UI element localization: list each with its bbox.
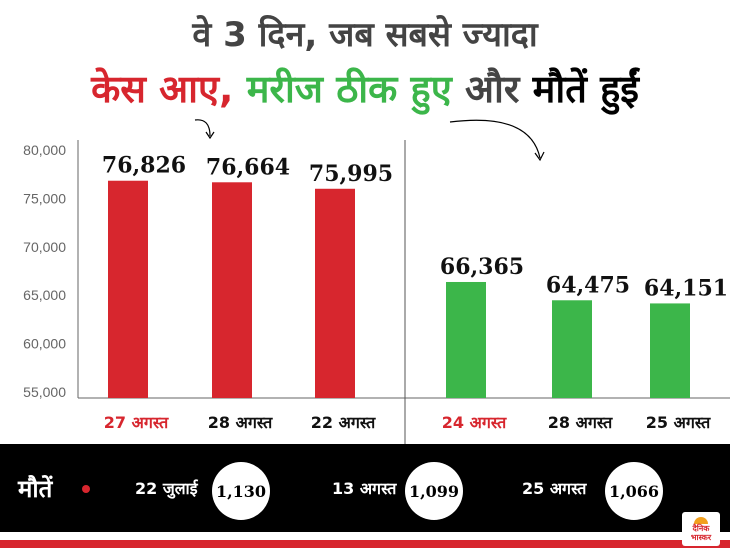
death-value-3: 1,066 xyxy=(605,462,663,520)
bar xyxy=(212,182,252,398)
death-value-2: 1,099 xyxy=(405,462,463,520)
bar xyxy=(650,303,690,398)
chart-title-line1: वे 3 दिन, जब सबसे ज्यादा xyxy=(192,15,538,55)
chart-title-line2: केस आए, मरीज ठीक हुए और मौतें हुईं xyxy=(0,62,730,114)
x-category-label: 27 अगस्त xyxy=(104,413,169,432)
x-category-label: 28 अगस्त xyxy=(208,413,273,432)
bar-value-label: 76,664 xyxy=(206,154,290,180)
bar-value-label: 64,151 xyxy=(644,275,728,301)
death-date-2: 13 अगस्त xyxy=(332,479,397,498)
title-deaths: मौतें हुईं xyxy=(532,67,639,111)
y-tick-label: 55,000 xyxy=(23,384,66,400)
bar xyxy=(315,188,355,398)
y-tick-label: 80,000 xyxy=(23,142,66,158)
bottom-accent-bar xyxy=(0,540,730,548)
dainik-bhaskar-logo: दैनिक भास्कर xyxy=(682,512,720,546)
y-tick-label: 70,000 xyxy=(23,239,66,255)
logo-text: दैनिक भास्कर xyxy=(690,523,712,542)
bar-value-label: 64,475 xyxy=(546,272,630,298)
death-value-1: 1,130 xyxy=(212,462,270,520)
x-category-label: 28 अगस्त xyxy=(548,413,613,432)
y-tick-label: 60,000 xyxy=(23,336,66,352)
bar-value-label: 75,995 xyxy=(309,161,393,187)
bar xyxy=(552,300,592,398)
bar-value-label: 66,365 xyxy=(440,254,524,280)
bar-value-label: 76,826 xyxy=(102,153,186,179)
arrow-recovered-icon xyxy=(449,119,541,159)
x-category-label: 25 अगस्त xyxy=(646,413,711,432)
y-tick-label: 65,000 xyxy=(23,287,66,303)
x-category-label: 22 अगस्त xyxy=(311,413,376,432)
arrow-cases-icon xyxy=(194,119,211,137)
title-recovered: मरीज ठीक हुए xyxy=(246,67,452,111)
bullet-icon xyxy=(82,485,90,493)
arrow-recovered-head-icon xyxy=(534,151,545,162)
death-date-1: 22 जुलाई xyxy=(135,479,198,498)
death-date-3: 25 अगस्त xyxy=(522,479,587,498)
title-and: और xyxy=(464,67,520,111)
x-category-label: 24 अगस्त xyxy=(442,413,507,432)
deaths-band: मौतें 22 जुलाई 1,130 13 अगस्त 1,099 25 अ… xyxy=(0,444,730,532)
arrow-cases-head-icon xyxy=(205,131,215,140)
deaths-label: मौतें xyxy=(18,475,53,503)
logo-sun-icon xyxy=(694,516,708,524)
bar xyxy=(446,281,486,398)
title-cases: केस आए, xyxy=(91,67,234,111)
y-tick-label: 75,000 xyxy=(23,190,66,206)
bar xyxy=(108,180,148,398)
